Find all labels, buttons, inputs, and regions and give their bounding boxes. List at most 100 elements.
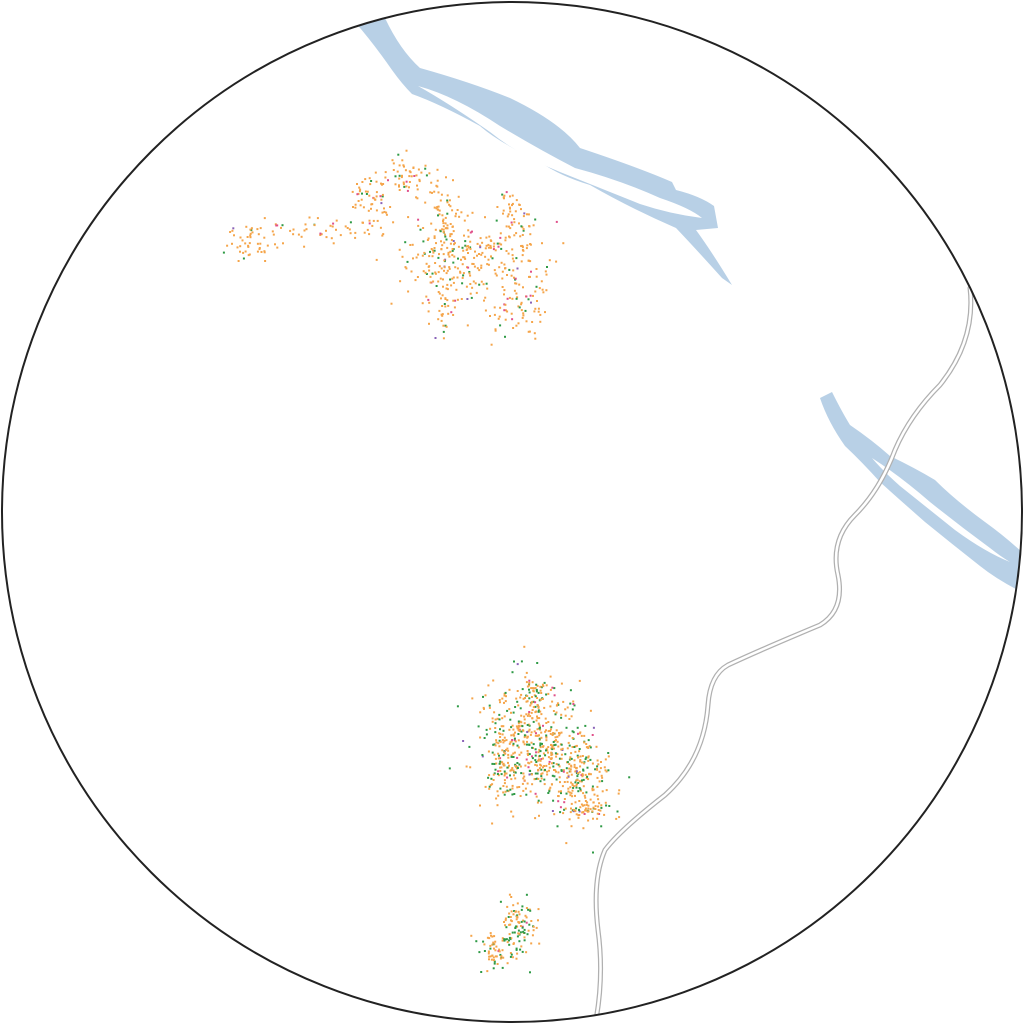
dot-category-orange <box>335 228 337 231</box>
dot-category-orange <box>508 203 510 206</box>
dot-category-orange <box>536 764 538 767</box>
dot-category-orange <box>303 229 306 232</box>
dot-category-orange <box>438 309 441 312</box>
dot-category-green <box>600 806 603 809</box>
dot-category-orange <box>585 743 588 745</box>
dot-category-pink <box>557 800 560 803</box>
dot-category-orange <box>556 740 559 743</box>
dot-category-green <box>499 760 502 763</box>
dot-category-orange <box>449 242 452 245</box>
dot-category-orange <box>524 914 527 917</box>
dot-category-orange <box>263 250 266 253</box>
dot-category-orange <box>503 764 505 767</box>
dot-category-orange <box>577 816 580 819</box>
dot-category-orange <box>540 731 543 734</box>
dot-category-orange <box>247 245 250 248</box>
dot-category-orange <box>451 254 454 257</box>
dot-category-orange <box>497 742 500 745</box>
dot-category-pink <box>542 724 544 727</box>
dot-category-pink <box>529 294 532 297</box>
dot-category-orange <box>567 741 570 744</box>
dot-category-pink <box>275 224 278 227</box>
dot-category-orange <box>591 810 594 813</box>
dot-category-green <box>520 920 523 923</box>
dot-category-orange <box>597 809 600 811</box>
dot-category-orange <box>444 297 447 300</box>
map-content <box>222 18 1022 1022</box>
dot-category-orange <box>537 919 539 922</box>
dot-category-orange <box>453 255 456 258</box>
dot-category-orange <box>510 769 513 772</box>
dot-category-green <box>550 726 553 729</box>
dot-category-orange <box>454 266 457 269</box>
dot-category-orange <box>536 734 539 737</box>
dot-category-orange <box>398 185 400 188</box>
dot-category-orange <box>570 752 573 755</box>
dot-category-orange <box>553 740 556 742</box>
dot-category-pink <box>332 222 335 225</box>
dot-category-orange <box>560 748 563 751</box>
dot-category-orange <box>474 250 476 253</box>
dot-category-orange <box>596 759 599 762</box>
dot-category-orange <box>584 800 587 802</box>
dot-category-orange <box>402 183 405 186</box>
dot-category-pink <box>319 232 322 235</box>
dot-category-green <box>510 726 513 729</box>
dot-category-orange <box>430 181 433 184</box>
dot-category-orange <box>511 204 513 207</box>
dot-category-orange <box>512 327 515 329</box>
dot-category-orange <box>502 785 505 787</box>
dot-category-orange <box>441 244 444 247</box>
dot-category-green <box>616 810 619 813</box>
dot-category-orange <box>528 275 530 278</box>
dot-category-orange <box>274 223 277 226</box>
dot-category-green <box>433 249 436 252</box>
dot-category-orange <box>504 309 507 312</box>
dot-category-orange <box>463 219 466 222</box>
dot-category-green <box>582 769 585 772</box>
dot-category-green <box>509 788 512 791</box>
dot-category-orange <box>578 780 581 783</box>
dot-category-orange <box>465 285 468 288</box>
dot-category-orange <box>305 228 308 231</box>
dot-category-orange <box>368 194 371 197</box>
dot-category-orange <box>502 763 505 766</box>
dot-category-orange <box>575 744 578 747</box>
dot-category-orange <box>513 218 516 221</box>
dot-category-orange <box>440 297 442 300</box>
dot-category-orange <box>479 804 481 807</box>
dot-category-orange <box>561 785 564 788</box>
dot-category-green <box>508 939 510 942</box>
dot-category-green <box>448 767 451 770</box>
dot-category-orange <box>503 197 505 200</box>
dot-category-orange <box>523 775 526 778</box>
dot-category-pink <box>548 760 551 763</box>
dot-category-orange <box>531 700 534 703</box>
dot-category-orange <box>407 290 410 293</box>
dot-category-orange <box>519 696 522 699</box>
dot-category-orange <box>586 746 589 749</box>
dot-category-orange <box>499 732 502 735</box>
dot-category-orange <box>523 722 526 725</box>
dot-category-orange <box>292 228 295 231</box>
dot-category-orange <box>358 190 361 193</box>
dot-category-orange <box>359 204 362 207</box>
dot-category-orange <box>516 902 519 905</box>
dot-category-orange <box>570 765 573 768</box>
dot-category-orange <box>568 718 571 720</box>
dot-category-orange <box>566 771 569 774</box>
dot-category-pink <box>525 921 528 924</box>
dot-category-green <box>554 743 557 746</box>
dot-category-orange <box>292 233 295 236</box>
dot-category-orange <box>545 729 547 732</box>
dot-category-orange <box>503 779 506 782</box>
dot-category-green <box>628 776 631 779</box>
dot-category-green <box>444 324 447 327</box>
dot-category-orange <box>500 261 503 264</box>
dot-category-green <box>515 257 518 260</box>
dot-category-orange <box>576 779 579 781</box>
dot-category-orange <box>531 934 534 937</box>
dot-category-green <box>468 271 471 273</box>
dot-category-orange <box>452 179 454 182</box>
dot-category-orange <box>512 752 515 755</box>
